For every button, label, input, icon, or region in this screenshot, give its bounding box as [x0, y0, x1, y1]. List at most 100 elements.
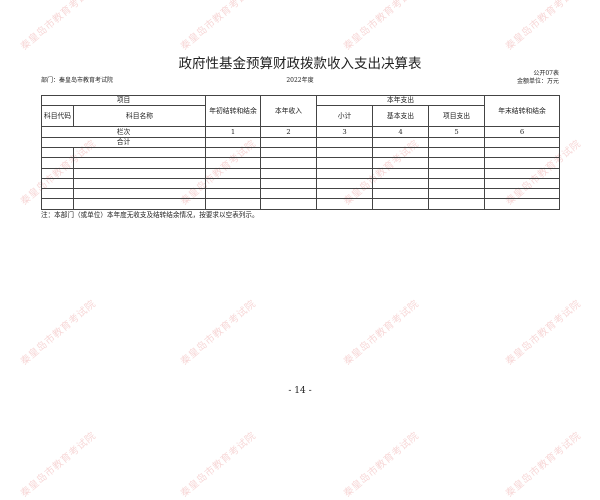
total-cell [372, 137, 429, 148]
header-code: 科目代码 [41, 105, 74, 127]
department-label: 部门：秦皇岛市教育考试院 [41, 77, 114, 84]
column-index: 4 [372, 126, 429, 138]
column-index-row: 栏次 1 2 3 4 5 6 [41, 126, 561, 138]
table-cell [41, 157, 74, 169]
table-cell [73, 167, 206, 179]
table-row [41, 157, 561, 169]
table-cell [260, 167, 317, 179]
table-cell [427, 157, 486, 169]
table-row [41, 198, 561, 210]
watermark: 秦皇岛市教育考试院 [18, 298, 99, 368]
amount-unit: 金额单位：万元 [516, 78, 559, 85]
watermark: 秦皇岛市教育考试院 [503, 298, 584, 368]
table-cell [260, 177, 317, 190]
total-cell [427, 137, 486, 148]
table-cell [484, 146, 561, 159]
watermark: 秦皇岛市教育考试院 [503, 0, 584, 53]
total-cell [205, 137, 261, 148]
column-index: 5 [427, 126, 486, 138]
watermark: 秦皇岛市教育考试院 [178, 0, 259, 53]
table-cell [372, 177, 429, 190]
header-opening-balance: 年初结转和结余 [205, 95, 261, 127]
table-cell [316, 177, 373, 190]
table-cell [260, 146, 317, 159]
form-number: 公开07表 [533, 70, 559, 77]
watermark: 秦皇岛市教育考试院 [341, 0, 422, 53]
header-basic-expense: 基本支出 [372, 105, 429, 127]
table-cell [73, 146, 206, 159]
column-index-label: 栏次 [41, 126, 206, 138]
total-cell [260, 137, 317, 148]
table-cell [260, 198, 317, 210]
table-row [41, 177, 561, 190]
footnote: 注：本部门（或单位）本年度无收支及结转结余情况，按要求以空表列示。 [41, 211, 259, 219]
table-cell [484, 198, 561, 210]
header-closing-balance: 年末结转和结余 [484, 95, 561, 127]
column-index: 2 [260, 126, 317, 138]
header-subtotal: 小计 [316, 105, 373, 127]
table-cell [427, 177, 486, 190]
page-number: - 14 - [288, 386, 312, 396]
table-cell [484, 167, 561, 179]
table-cell [73, 177, 206, 190]
table-cell [484, 177, 561, 190]
table-cell [427, 146, 486, 159]
table-cell [205, 146, 261, 159]
table-cell [260, 188, 317, 200]
watermark: 秦皇岛市教育考试院 [503, 430, 584, 500]
table-cell [372, 167, 429, 179]
table-cell [73, 157, 206, 169]
table-row [41, 167, 561, 179]
table-cell [205, 157, 261, 169]
table-cell [372, 157, 429, 169]
header-income: 本年收入 [260, 95, 317, 127]
watermark: 秦皇岛市教育考试院 [341, 430, 422, 500]
watermark: 秦皇岛市教育考试院 [18, 0, 99, 53]
table-cell [427, 167, 486, 179]
table-cell [372, 188, 429, 200]
table-cell [372, 198, 429, 210]
table-cell [316, 157, 373, 169]
table-cell [316, 167, 373, 179]
budget-table: 项目 年初结转和结余 本年收入 本年支出 年末结转和结余 科目代码 科目名称 小… [41, 95, 561, 210]
table-row [41, 146, 561, 159]
table-cell [205, 198, 261, 210]
table-cell [427, 188, 486, 200]
column-index: 3 [316, 126, 373, 138]
table-cell [41, 146, 74, 159]
header-item: 项目 [41, 95, 206, 106]
table-cell [484, 157, 561, 169]
table-cell [316, 198, 373, 210]
table-cell [41, 198, 74, 210]
total-cell [484, 137, 561, 148]
table-cell [73, 188, 206, 200]
table-cell [484, 188, 561, 200]
watermark: 秦皇岛市教育考试院 [18, 430, 99, 500]
total-row: 合计 [41, 137, 561, 148]
watermark: 秦皇岛市教育考试院 [178, 298, 259, 368]
table-cell [205, 167, 261, 179]
table-cell [205, 177, 261, 190]
table-cell [316, 146, 373, 159]
table-cell [73, 198, 206, 210]
column-index: 1 [205, 126, 261, 138]
table-cell [205, 188, 261, 200]
table-cell [372, 146, 429, 159]
table-cell [41, 188, 74, 200]
header-expense: 本年支出 [315, 95, 486, 106]
column-index: 6 [484, 126, 561, 138]
total-label: 合计 [41, 137, 206, 148]
table-cell [316, 188, 373, 200]
header-name: 科目名称 [73, 105, 206, 127]
table-cell [260, 157, 317, 169]
watermark: 秦皇岛市教育考试院 [341, 298, 422, 368]
table-cell [427, 198, 486, 210]
table-row [41, 188, 561, 200]
table-cell [41, 177, 74, 190]
table-cell [41, 167, 74, 179]
fiscal-year: 2022年度 [286, 77, 314, 84]
total-cell [316, 137, 373, 148]
page-title: 政府性基金预算财政拨款收入支出决算表 [178, 56, 422, 72]
header-project-expense: 项目支出 [427, 105, 486, 127]
watermark: 秦皇岛市教育考试院 [178, 430, 259, 500]
